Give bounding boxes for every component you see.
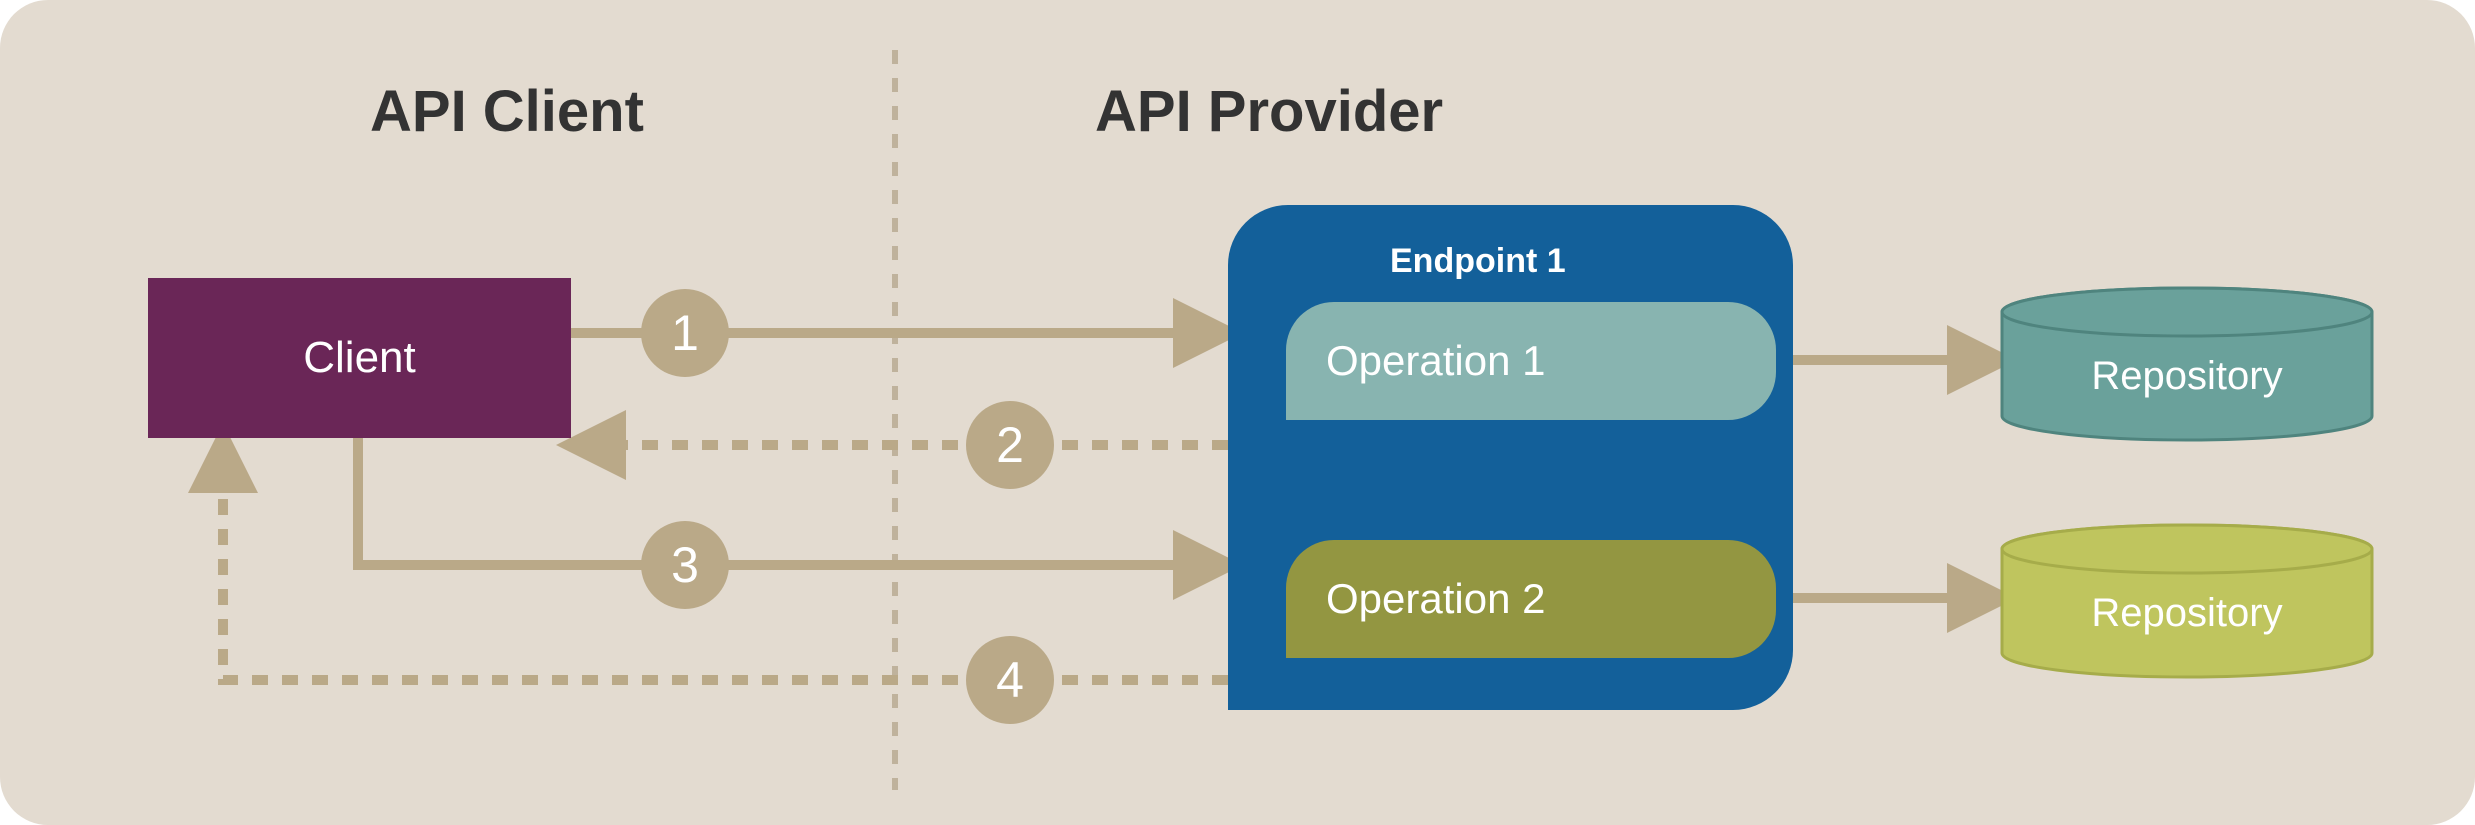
repository-1-label: Repository: [2002, 324, 2372, 428]
step-1-badge: 1: [641, 289, 729, 377]
step-4-badge: 4: [966, 636, 1054, 724]
repository-2-label: Repository: [2002, 561, 2372, 665]
repository-2-node: Repository: [2002, 561, 2372, 665]
operation-2-label: Operation 2: [1326, 575, 1545, 623]
repository-1-node: Repository: [2002, 324, 2372, 428]
step-3-badge: 3: [641, 521, 729, 609]
step-2-badge: 2: [966, 401, 1054, 489]
operation-2-node: Operation 2: [1286, 540, 1776, 658]
diagram-canvas: API Client API Provider Client Endpoint …: [0, 0, 2475, 825]
api-client-title: API Client: [370, 78, 644, 145]
client-node: Client: [148, 278, 571, 438]
operation-1-label: Operation 1: [1326, 337, 1545, 385]
operation-1-node: Operation 1: [1286, 302, 1776, 420]
client-label: Client: [303, 333, 416, 383]
api-provider-title: API Provider: [1095, 78, 1443, 145]
endpoint-label: Endpoint 1: [1390, 242, 1566, 281]
